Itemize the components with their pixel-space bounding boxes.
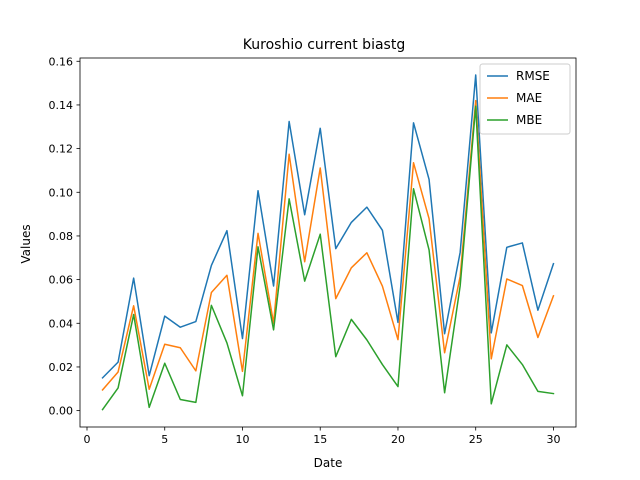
legend: RMSE MAE MBE (479, 63, 571, 135)
legend-label-mae: MAE (516, 91, 542, 105)
y-axis: 0.00 0.02 0.04 0.06 0.08 0.10 0.12 0.14 0.16 (49, 55, 80, 418)
x-tick-label: 5 (161, 433, 168, 446)
x-tick-label: 15 (313, 433, 327, 446)
y-tick-label: 0.12 (49, 143, 74, 156)
x-axis: 0 5 10 15 20 25 30 (83, 427, 560, 446)
series-line-mbe (101, 105, 555, 411)
x-tick-label: 0 (83, 433, 90, 446)
legend-label-mbe: MBE (516, 113, 542, 127)
series-line-rmse (101, 74, 555, 379)
x-axis-label: Date (314, 456, 343, 470)
y-tick-label: 0.14 (49, 99, 74, 112)
y-tick-label: 0.06 (49, 274, 74, 287)
x-tick-label: 25 (469, 433, 483, 446)
y-tick-label: 0.00 (49, 405, 74, 418)
y-tick-label: 0.10 (49, 186, 74, 199)
x-tick-label: 20 (391, 433, 405, 446)
y-tick-label: 0.16 (49, 55, 74, 68)
chart-title: Kuroshio current biastg (243, 37, 405, 53)
x-tick-label: 30 (546, 433, 560, 446)
legend-label-rmse: RMSE (516, 69, 550, 83)
legend-box (479, 63, 571, 135)
y-tick-label: 0.02 (49, 361, 74, 374)
y-tick-label: 0.08 (49, 230, 74, 243)
plot-frame (79, 57, 577, 428)
x-tick-label: 10 (235, 433, 249, 446)
y-axis-label: Values (19, 224, 33, 263)
y-tick-label: 0.04 (49, 317, 74, 330)
